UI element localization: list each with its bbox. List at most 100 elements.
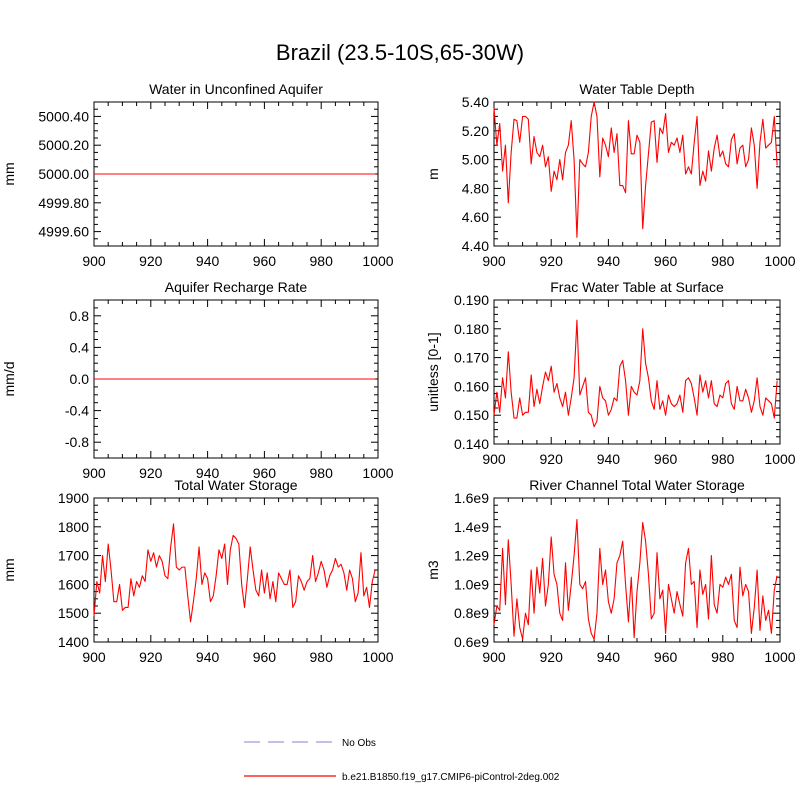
y-tick-label: 0.8 bbox=[70, 308, 90, 324]
y-axis-label: unitless [0-1] bbox=[425, 332, 441, 411]
x-tick-label: 900 bbox=[82, 649, 106, 665]
x-tick-label: 960 bbox=[654, 451, 678, 467]
x-tick-label: 960 bbox=[253, 649, 277, 665]
y-tick-label: 4.40 bbox=[462, 238, 489, 254]
y-tick-label: 0.180 bbox=[454, 321, 489, 337]
y-tick-label: 1700 bbox=[58, 548, 89, 564]
chart-title: River Channel Total Water Storage bbox=[529, 477, 745, 493]
x-tick-label: 1000 bbox=[764, 253, 795, 269]
y-tick-label: 0.190 bbox=[454, 292, 489, 308]
chart-panel-6: River Channel Total Water Storage 900 920 9… bbox=[425, 477, 796, 665]
x-tick-label: 900 bbox=[482, 253, 506, 269]
y-tick-label: 4.60 bbox=[462, 209, 489, 225]
y-tick-label: 5.20 bbox=[462, 123, 489, 139]
x-tick-label: 1000 bbox=[764, 451, 795, 467]
x-tick-label: 920 bbox=[139, 465, 163, 481]
y-axis-label: mm bbox=[1, 558, 17, 581]
y-tick-label: 4999.80 bbox=[38, 195, 89, 211]
x-tick-label: 960 bbox=[654, 649, 678, 665]
x-tick-label: 920 bbox=[540, 451, 564, 467]
y-tick-label: 0.140 bbox=[454, 436, 489, 452]
y-tick-label: 0.6e9 bbox=[454, 634, 489, 650]
x-tick-label: 980 bbox=[711, 451, 735, 467]
plot-frame bbox=[493, 299, 781, 445]
x-tick-label: 920 bbox=[540, 649, 564, 665]
y-tick-label: 4999.60 bbox=[38, 224, 89, 240]
y-tick-label: 5000.40 bbox=[38, 108, 89, 124]
y-tick-label: -0.4 bbox=[65, 403, 89, 419]
chart-panel-4: Frac Water Table at Surface 900 920 940 960 9… bbox=[425, 279, 796, 467]
legend: No Obs b.e21.B1850.f19_g17.CMIP6-piContro… bbox=[244, 738, 560, 783]
x-tick-label: 980 bbox=[711, 253, 735, 269]
chart-title: Water Table Depth bbox=[579, 81, 694, 97]
x-tick-label: 900 bbox=[482, 649, 506, 665]
y-tick-label: 0.160 bbox=[454, 378, 489, 394]
figure-title: Brazil (23.5-10S,65-30W) bbox=[275, 40, 525, 65]
x-tick-label: 940 bbox=[597, 253, 621, 269]
x-tick-label: 960 bbox=[654, 253, 678, 269]
x-tick-label: 920 bbox=[139, 253, 163, 269]
y-tick-label: 0.170 bbox=[454, 350, 489, 366]
y-tick-label: 1500 bbox=[58, 605, 89, 621]
x-tick-label: 940 bbox=[196, 465, 220, 481]
x-tick-label: 940 bbox=[597, 451, 621, 467]
y-tick-label: 1.0e9 bbox=[454, 576, 489, 592]
y-tick-label: 5000.00 bbox=[38, 166, 89, 182]
x-tick-label: 920 bbox=[139, 649, 163, 665]
series-line-1 bbox=[493, 101, 778, 238]
chart-panel-3: Aquifer Recharge Rate 900 920 940 960 980 1000… bbox=[1, 279, 394, 481]
legend-label-model: b.e21.B1850.f19_g17.CMIP6-piControl-2deg… bbox=[342, 772, 560, 783]
chart-title: Frac Water Table at Surface bbox=[550, 279, 724, 295]
series-line-1 bbox=[493, 519, 778, 640]
y-tick-label: -0.8 bbox=[65, 434, 89, 450]
y-tick-label: 0.0 bbox=[70, 371, 90, 387]
y-tick-label: 1.6e9 bbox=[454, 490, 489, 506]
y-tick-label: 0.4 bbox=[70, 339, 90, 355]
x-tick-label: 980 bbox=[310, 253, 334, 269]
plot-frame bbox=[93, 497, 379, 643]
series-line-1 bbox=[93, 523, 376, 623]
chart-title: Aquifer Recharge Rate bbox=[165, 279, 308, 295]
y-tick-label: 0.150 bbox=[454, 407, 489, 423]
y-axis-label: m bbox=[425, 168, 441, 180]
y-tick-label: 1800 bbox=[58, 519, 89, 535]
x-tick-label: 940 bbox=[196, 253, 220, 269]
x-tick-label: 980 bbox=[310, 649, 334, 665]
legend-label-obs: No Obs bbox=[342, 738, 376, 749]
y-tick-label: 5.40 bbox=[462, 94, 489, 110]
y-axis-label: m3 bbox=[425, 560, 441, 580]
series-line-1 bbox=[493, 319, 778, 428]
y-tick-label: 5.00 bbox=[462, 152, 489, 168]
x-tick-label: 920 bbox=[540, 253, 564, 269]
y-axis-label: mm bbox=[1, 162, 17, 185]
x-tick-label: 1000 bbox=[764, 649, 795, 665]
x-tick-label: 900 bbox=[82, 465, 106, 481]
chart-panel-2: Water Table Depth 900 920 940 960 980 1000 4.40… bbox=[425, 81, 796, 269]
x-tick-label: 1000 bbox=[362, 649, 393, 665]
x-tick-label: 1000 bbox=[362, 465, 393, 481]
y-tick-label: 1.4e9 bbox=[454, 519, 489, 535]
y-tick-label: 0.8e9 bbox=[454, 605, 489, 621]
y-tick-label: 5000.20 bbox=[38, 137, 89, 153]
chart-panel-1: Water in Unconfined Aquifer 900 920 940 960 9… bbox=[1, 81, 394, 269]
plot-frame bbox=[493, 101, 781, 247]
x-tick-label: 960 bbox=[253, 465, 277, 481]
y-tick-label: 1.2e9 bbox=[454, 548, 489, 564]
y-tick-label: 1900 bbox=[58, 490, 89, 506]
x-tick-label: 980 bbox=[310, 465, 334, 481]
y-tick-label: 1600 bbox=[58, 576, 89, 592]
y-tick-label: 1400 bbox=[58, 634, 89, 650]
y-tick-label: 4.80 bbox=[462, 180, 489, 196]
chart-title: Water in Unconfined Aquifer bbox=[149, 81, 323, 97]
x-tick-label: 1000 bbox=[362, 253, 393, 269]
x-tick-label: 980 bbox=[711, 649, 735, 665]
y-axis-label: mm/d bbox=[1, 362, 17, 397]
chart-title: Total Water Storage bbox=[174, 477, 297, 493]
x-tick-label: 900 bbox=[82, 253, 106, 269]
x-tick-label: 940 bbox=[597, 649, 621, 665]
x-tick-label: 940 bbox=[196, 649, 220, 665]
x-tick-label: 900 bbox=[482, 451, 506, 467]
x-tick-label: 960 bbox=[253, 253, 277, 269]
